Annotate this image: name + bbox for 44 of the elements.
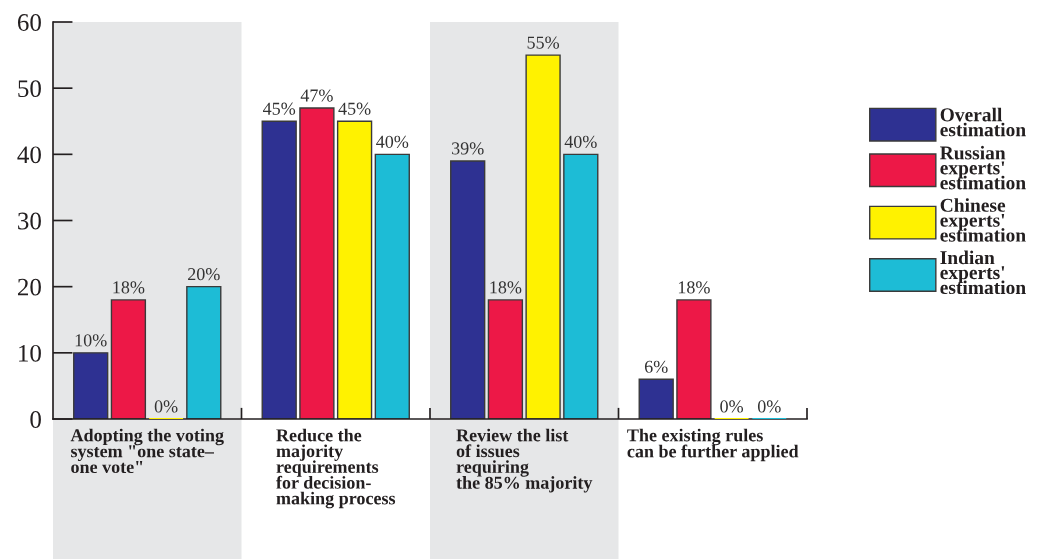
x-tick-label: Review the list of issues requiring the 85% majority [456,428,593,493]
bar [186,285,222,419]
data-label: 39% [452,142,484,155]
bar [676,299,712,419]
bar [450,160,486,419]
data-label: 0% [720,400,744,413]
data-label: 18% [113,281,145,294]
bar [110,299,147,419]
data-label: 47% [300,89,333,102]
y-tick-label: 10 [19,344,41,362]
data-label: 0% [757,400,781,413]
y-tick-label: 50 [18,80,41,98]
x-tick-label: The existing rules can be further applied [627,428,799,462]
x-tick-label: Reduce the majority requirements for decision- making process [276,428,396,509]
bar [299,107,335,419]
data-label: 40% [564,135,597,148]
y-tick-label: 60 [17,14,41,31]
data-label: 45% [263,102,296,115]
data-label: 40% [376,135,409,148]
y-tick-label: 20 [17,278,41,296]
data-label: 45% [338,102,371,115]
data-label: 55% [527,36,560,49]
data-label: 6% [644,360,668,373]
bar [336,120,373,419]
bar [638,378,674,419]
data-label: 18% [678,281,710,294]
data-label: 18% [490,281,522,294]
data-label: 10% [75,334,107,347]
data-label: 20% [188,268,220,281]
legend-label: Chinese experts' estimation [940,198,1026,242]
y-tick-label: 40 [17,146,41,164]
x-tick-label: Adopting the voting system "one state– one vote" [70,428,224,474]
y-tick-label: 0 [30,411,41,428]
bar [73,352,109,419]
legend-label: Indian experts' estimation [940,250,1026,295]
data-label: 0% [154,400,178,413]
bar [563,153,599,419]
bar [374,153,410,419]
y-tick-label: 30 [18,212,41,230]
bar [487,299,524,419]
bar [261,120,297,419]
bar [525,54,561,419]
legend-label: Russian experts' estimation [940,145,1026,190]
legend-label: Overall estimation [940,107,1026,137]
